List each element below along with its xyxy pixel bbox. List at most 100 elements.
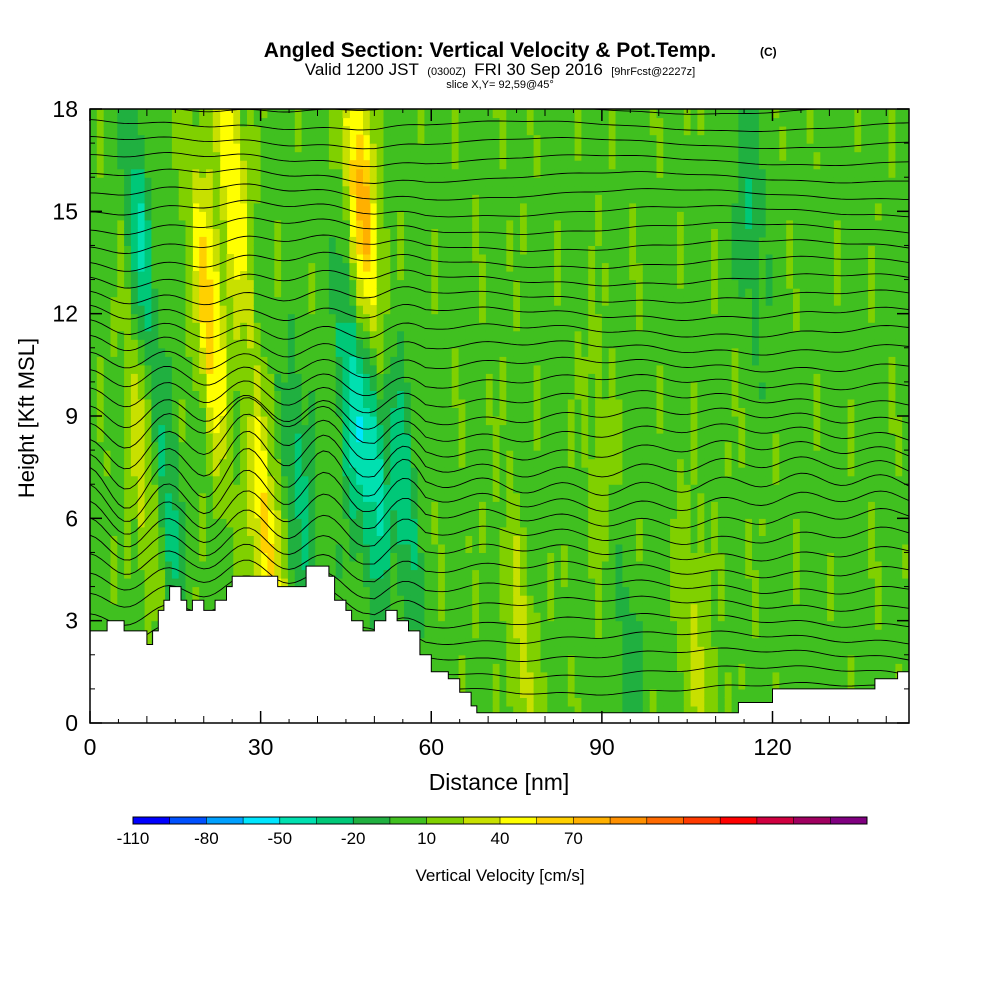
velocity-cell <box>485 245 494 255</box>
velocity-cell <box>117 109 125 119</box>
velocity-cell <box>560 177 569 187</box>
velocity-cell <box>178 569 187 579</box>
velocity-cell <box>335 322 344 332</box>
velocity-cell <box>376 381 385 391</box>
velocity-cell <box>137 561 146 571</box>
velocity-cell <box>567 134 576 144</box>
velocity-cell <box>219 441 228 451</box>
velocity-cell <box>90 211 98 221</box>
velocity-cell <box>301 467 309 477</box>
velocity-cell <box>363 262 371 272</box>
velocity-cell <box>199 202 207 212</box>
velocity-cell <box>90 433 98 443</box>
velocity-cell <box>513 586 521 596</box>
velocity-cell <box>281 381 289 391</box>
velocity-cell <box>301 356 309 366</box>
velocity-cell <box>526 697 535 707</box>
velocity-cell <box>96 347 105 357</box>
velocity-cell <box>90 305 98 315</box>
velocity-cell <box>151 364 159 374</box>
velocity-cell <box>417 484 425 494</box>
velocity-cell <box>144 373 152 383</box>
velocity-cell <box>247 373 255 383</box>
velocity-cell <box>267 390 275 400</box>
velocity-cell <box>451 475 460 485</box>
velocity-cell <box>96 279 105 289</box>
velocity-cell <box>554 424 562 434</box>
velocity-cell <box>465 347 473 357</box>
velocity-cell <box>165 347 173 357</box>
velocity-cell <box>485 219 494 229</box>
velocity-cell <box>363 202 371 212</box>
velocity-cell <box>137 518 146 528</box>
velocity-cell <box>410 612 419 622</box>
velocity-cell <box>219 501 228 511</box>
velocity-cell <box>485 254 494 264</box>
velocity-cell <box>110 185 118 195</box>
velocity-cell <box>158 526 166 536</box>
velocity-cell <box>349 288 357 298</box>
velocity-cell <box>342 271 350 281</box>
velocity-cell <box>533 194 541 204</box>
velocity-cell <box>451 194 460 204</box>
velocity-cell <box>294 339 303 349</box>
velocity-cell <box>335 296 344 306</box>
velocity-cell <box>540 202 548 212</box>
velocity-cell <box>130 347 139 357</box>
velocity-cell <box>458 578 466 588</box>
velocity-cell <box>117 126 125 136</box>
velocity-cell <box>308 441 316 451</box>
velocity-cell <box>376 330 385 340</box>
velocity-cell <box>417 168 425 178</box>
velocity-cell <box>492 364 501 374</box>
velocity-cell <box>274 467 282 477</box>
velocity-cell <box>410 552 419 562</box>
velocity-cell <box>410 109 419 119</box>
velocity-cell <box>492 151 501 161</box>
velocity-cell <box>506 177 514 187</box>
velocity-cell <box>560 279 569 289</box>
velocity-cell <box>444 288 453 298</box>
velocity-cell <box>287 219 296 229</box>
velocity-cell <box>335 236 344 246</box>
velocity-cell <box>233 288 241 298</box>
velocity-cell <box>206 543 214 553</box>
velocity-cell <box>260 390 268 400</box>
velocity-cell <box>308 177 316 187</box>
velocity-cell <box>335 586 344 596</box>
velocity-cell <box>526 424 535 434</box>
velocity-cell <box>274 356 282 366</box>
velocity-cell <box>465 177 473 187</box>
velocity-cell <box>281 254 289 264</box>
velocity-cell <box>533 561 541 571</box>
velocity-cell <box>103 603 112 613</box>
velocity-cell <box>137 356 146 366</box>
velocity-cell <box>281 475 289 485</box>
velocity-cell <box>158 347 166 357</box>
velocity-cell <box>560 586 569 596</box>
velocity-cell <box>144 151 152 161</box>
velocity-cell <box>315 202 323 212</box>
velocity-cell <box>178 322 187 332</box>
velocity-cell <box>492 254 501 264</box>
velocity-cell <box>397 543 405 553</box>
velocity-cell <box>369 535 378 545</box>
velocity-cell <box>206 109 214 119</box>
velocity-cell <box>117 561 125 571</box>
velocity-cell <box>513 398 521 408</box>
velocity-cell <box>287 339 296 349</box>
velocity-cell <box>240 467 248 477</box>
velocity-cell <box>492 143 501 153</box>
velocity-cell <box>165 561 173 571</box>
velocity-cell <box>424 509 432 519</box>
velocity-cell <box>540 185 548 195</box>
velocity-cell <box>533 586 541 596</box>
velocity-cell <box>438 339 446 349</box>
velocity-cell <box>315 381 323 391</box>
velocity-cell <box>219 561 228 571</box>
velocity-cell <box>103 543 112 553</box>
velocity-cell <box>533 330 541 340</box>
velocity-cell <box>308 236 316 246</box>
velocity-cell <box>233 458 241 468</box>
velocity-cell <box>322 356 330 366</box>
